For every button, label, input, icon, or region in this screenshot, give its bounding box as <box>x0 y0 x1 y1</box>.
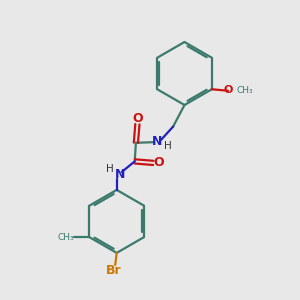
Text: N: N <box>115 168 125 182</box>
Text: CH₃: CH₃ <box>236 86 253 95</box>
Text: CH₃: CH₃ <box>57 233 74 242</box>
Text: N: N <box>152 135 163 148</box>
Text: H: H <box>164 141 172 151</box>
Text: O: O <box>132 112 143 125</box>
Text: H: H <box>106 164 114 175</box>
Text: O: O <box>153 156 164 170</box>
Text: O: O <box>223 85 233 95</box>
Text: Br: Br <box>106 264 122 277</box>
